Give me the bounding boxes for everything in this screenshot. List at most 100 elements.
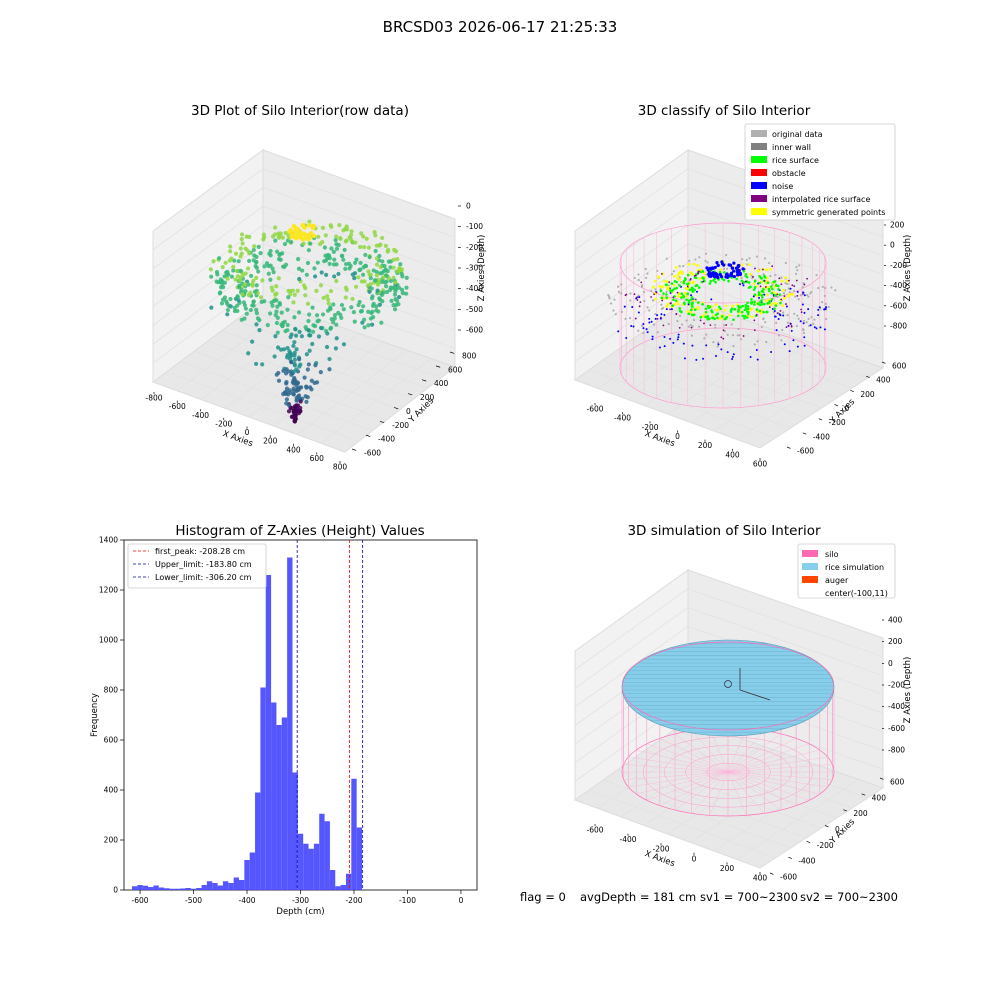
- cls-point-rice: [671, 304, 674, 307]
- raw-data-point: [331, 249, 336, 254]
- cls-point-rice: [727, 279, 730, 283]
- raw-data-point: [293, 412, 298, 417]
- cls-gridline: [687, 205, 884, 275]
- cls-point-symmetric: [760, 308, 764, 312]
- cls-point-original: [629, 292, 632, 295]
- cls-point-noise: [696, 290, 699, 293]
- cls-point-symmetric: [764, 299, 768, 303]
- raw-data-point: [216, 280, 221, 285]
- cls-point-noise: [777, 317, 780, 320]
- cls-point-noise-top: [715, 272, 719, 277]
- cls-point-rice: [678, 309, 682, 313]
- cls-point-rice: [760, 289, 764, 293]
- cls-point-original: [609, 302, 613, 305]
- raw-data-point: [265, 323, 270, 328]
- cls-point-original: [704, 259, 707, 263]
- cls-legend-label: inner wall: [772, 143, 811, 152]
- raw-data-point: [271, 270, 276, 275]
- cls-point-rice: [765, 310, 769, 314]
- cls-point-interp: [754, 267, 756, 270]
- hist-bar: [212, 883, 218, 890]
- sim-legend-label: auger: [825, 576, 849, 585]
- cls-point-noise: [807, 308, 810, 311]
- sim-silo-floor-wire: [691, 730, 729, 773]
- raw-data-point: [305, 301, 311, 306]
- cls-point-noise: [702, 357, 705, 360]
- cls-point-original: [760, 325, 763, 329]
- cls-point-noise: [819, 326, 822, 329]
- cls-point-noise-top: [726, 274, 730, 278]
- cls-point-noise: [792, 339, 795, 342]
- raw-data-point: [385, 269, 390, 274]
- cls-point-rice: [694, 276, 698, 280]
- hist-bar: [238, 880, 245, 890]
- cls-point-interp: [803, 283, 806, 286]
- cls-point-rice: [716, 312, 720, 315]
- sim-y-tick-label: 200: [853, 809, 868, 818]
- cls-point-noise: [650, 320, 653, 323]
- raw-data-point: [224, 270, 229, 275]
- hist-bar: [265, 575, 272, 890]
- cls-point-rice: [753, 300, 756, 303]
- sim-gridline: [736, 779, 859, 860]
- raw-data-point: [308, 241, 313, 246]
- sim-center-marker: [724, 680, 732, 688]
- cls-point-interp: [800, 311, 803, 314]
- raw-data-point: [359, 231, 364, 236]
- cls-point-original: [652, 323, 656, 326]
- cls-point-rice: [704, 310, 708, 314]
- raw-data-point: [312, 266, 317, 271]
- raw-data-point: [262, 264, 267, 269]
- sim-silo-floor-wire: [659, 738, 729, 773]
- cls-point-noise-top: [716, 263, 720, 267]
- cls-point-noise: [731, 357, 734, 360]
- cls-point-original: [784, 282, 787, 285]
- cls-point-rice: [770, 285, 773, 288]
- cls-point-interp: [725, 324, 728, 326]
- cls-x-axis-label: X Axies: [643, 429, 676, 449]
- cls-point-interp: [678, 326, 681, 329]
- raw-data-point: [284, 397, 290, 402]
- cls-point-original: [821, 301, 824, 304]
- cls-legend-label: rice surface: [772, 156, 819, 165]
- raw-data-point: [312, 274, 318, 279]
- cls-point-original: [660, 307, 663, 311]
- cls-point-noise: [775, 329, 778, 332]
- cls-point-interp: [759, 285, 762, 288]
- sim-auger: [739, 689, 771, 701]
- cls-point-interp: [634, 317, 637, 320]
- raw-data-point: [324, 258, 329, 263]
- cls-point-symmetric: [689, 310, 693, 314]
- raw-data-point: [270, 303, 275, 308]
- raw-data-point: [274, 372, 279, 377]
- raw-data-point: [310, 341, 315, 347]
- cls-point-original: [796, 269, 799, 272]
- cls-point-symmetric: [781, 304, 785, 307]
- cls-point-rice: [745, 307, 748, 311]
- cls-x-tick-label: -200: [641, 423, 658, 432]
- cls-point-symmetric: [724, 304, 728, 308]
- sim-silo-floor-wire: [727, 733, 782, 773]
- raw-data-point: [254, 283, 259, 288]
- cls-point-noise: [738, 283, 741, 286]
- cls-point-original: [823, 294, 826, 297]
- cls-point-rice: [680, 292, 684, 295]
- cls-point-original: [650, 289, 653, 293]
- cls-point-noise-top: [715, 261, 719, 265]
- raw-data-point: [366, 269, 371, 274]
- raw-data-point: [356, 302, 361, 308]
- sim-silo-floor-wire: [727, 771, 747, 816]
- raw-data-point: [379, 292, 385, 297]
- raw-data-point: [383, 243, 388, 248]
- raw-data-point: [391, 265, 396, 270]
- cls-point-noise: [824, 308, 827, 311]
- cls-point-noise: [782, 314, 785, 317]
- cls-point-rice: [686, 292, 690, 296]
- cls-point-rice: [696, 301, 700, 304]
- cls-point-original: [815, 274, 818, 277]
- cls-point-noise: [687, 303, 690, 306]
- sim-y-tick: [788, 856, 792, 859]
- cls-gridline: [574, 224, 689, 306]
- raw-data-point: [392, 247, 397, 252]
- sim-y-tick: [861, 793, 866, 796]
